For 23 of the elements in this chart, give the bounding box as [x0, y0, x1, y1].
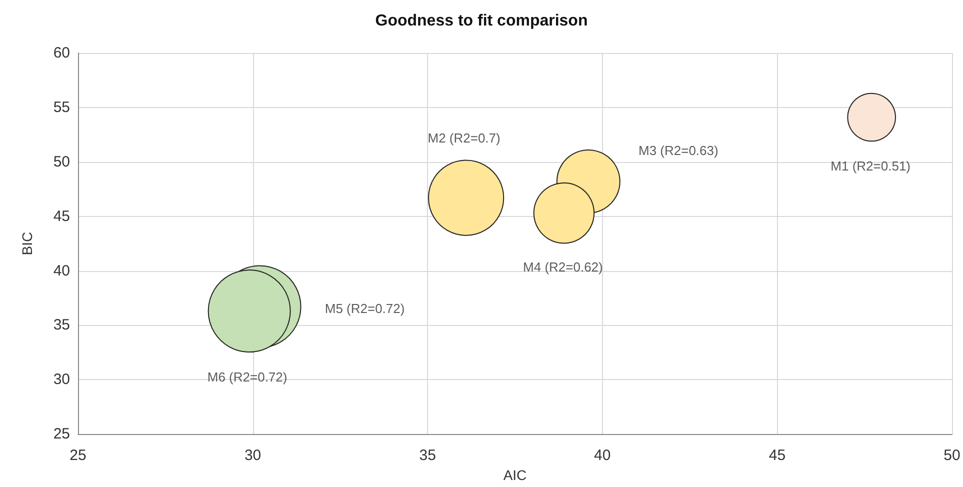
x-tick-label: 35 [419, 447, 436, 464]
annotation: M3 (R2=0.63) [638, 142, 718, 158]
x-tick-label: 25 [70, 447, 86, 464]
annotation: M6 (R2=0.72) [207, 370, 288, 385]
x-tick-label: 45 [768, 447, 786, 464]
annotation: M2 (R2=0.7) [428, 130, 500, 146]
y-tick-label: 60 [53, 44, 70, 62]
y-tick-label: 45 [53, 208, 70, 225]
x-axis-title: AIC [503, 467, 527, 483]
y-tick-label: 50 [53, 153, 70, 170]
y-tick-label: 35 [53, 316, 70, 334]
y-tick-label: 55 [53, 98, 70, 116]
y-tick-label: 25 [53, 426, 70, 443]
y-tick-label: 40 [53, 262, 70, 280]
x-tick-label: 30 [244, 447, 262, 464]
annotation: M5 (R2=0.72) [324, 301, 405, 316]
y-axis-title: BIC [19, 232, 35, 256]
x-tick-label: 40 [594, 447, 611, 464]
y-tick-label: 30 [53, 371, 70, 388]
annotation: M1 (R2=0.51) [830, 158, 911, 174]
x-tick-label: 50 [944, 447, 960, 464]
chart-title: Goodness to fit comparison [375, 12, 588, 30]
annotation: M4 (R2=0.62) [523, 260, 603, 275]
